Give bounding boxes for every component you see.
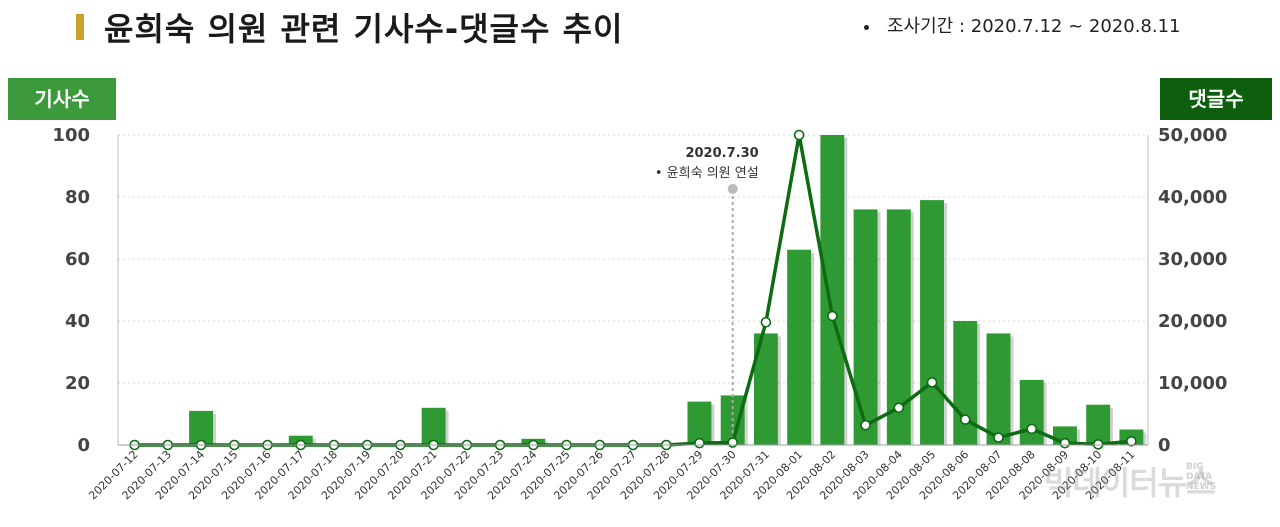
annotation: 2020.7.30 • 윤희숙 의원 연설 — [655, 146, 759, 445]
left-tick-label: 60 — [65, 249, 90, 270]
bar — [953, 321, 978, 445]
survey-period-text: 조사기간 : 2020.7.12 ~ 2020.8.11 — [887, 16, 1181, 37]
watermark-small-line: NEWS — [1186, 482, 1217, 492]
chart-title: 윤희숙 의원 관련 기사수-댓글수 추이 — [104, 10, 624, 48]
bar — [421, 407, 446, 445]
bar — [920, 200, 944, 445]
right-tick-label: 50,000 — [1158, 125, 1227, 146]
bar-series — [189, 135, 1147, 445]
right-tick-label: 30,000 — [1158, 249, 1227, 270]
watermark: 빅데이터뉴스 — [1044, 464, 1216, 502]
bar — [886, 209, 911, 445]
line-point — [959, 414, 971, 425]
line-point — [893, 402, 905, 414]
annotation-text: • 윤희숙 의원 연설 — [655, 166, 759, 181]
right-tick-label: 0 — [1158, 435, 1171, 456]
line-series — [129, 129, 1137, 451]
bar — [986, 333, 1011, 445]
line-point — [926, 377, 938, 388]
left-tick-label: 80 — [65, 187, 90, 208]
bar — [820, 135, 845, 445]
bar — [787, 249, 812, 445]
left-tick-label: 0 — [77, 435, 90, 456]
title-accent-bar — [76, 14, 84, 40]
survey-period: 조사기간 : 2020.7.12 ~ 2020.8.11 — [864, 12, 1181, 38]
bar — [1086, 404, 1111, 445]
bar — [687, 401, 712, 445]
right-tick-label: 20,000 — [1158, 311, 1227, 332]
line-point — [1092, 439, 1104, 450]
watermark-small: BIG DATA NEWS — [1186, 462, 1216, 492]
right-axis-tag: 댓글수 — [1160, 78, 1272, 120]
left-tick-label: 20 — [65, 373, 90, 394]
line-point — [1126, 435, 1137, 447]
series-line — [134, 133, 1132, 447]
bar — [753, 333, 778, 445]
line-point — [760, 316, 772, 328]
watermark-small-line: DATA — [1186, 472, 1213, 482]
line-point — [727, 437, 738, 448]
line-point — [1059, 437, 1071, 449]
line-point — [694, 437, 705, 449]
annotation-marker — [727, 184, 738, 194]
line-point — [860, 419, 871, 431]
line-point — [827, 310, 838, 322]
gridlines — [118, 134, 1148, 384]
line-point — [993, 432, 1004, 443]
bullet-icon — [864, 24, 869, 30]
line-point — [793, 129, 805, 141]
right-tick-label: 40,000 — [1158, 187, 1227, 208]
left-tick-label: 40 — [65, 311, 90, 332]
left-tick-label: 100 — [52, 125, 90, 146]
watermark-small-line: BIG — [1186, 462, 1204, 472]
bar — [853, 209, 878, 445]
bar — [1019, 379, 1044, 445]
bar — [189, 410, 214, 445]
left-axis-tag: 기사수 — [8, 78, 116, 120]
line-point — [1026, 423, 1038, 435]
annotation-date: 2020.7.30 — [685, 146, 758, 161]
right-tick-label: 10,000 — [1158, 373, 1227, 394]
